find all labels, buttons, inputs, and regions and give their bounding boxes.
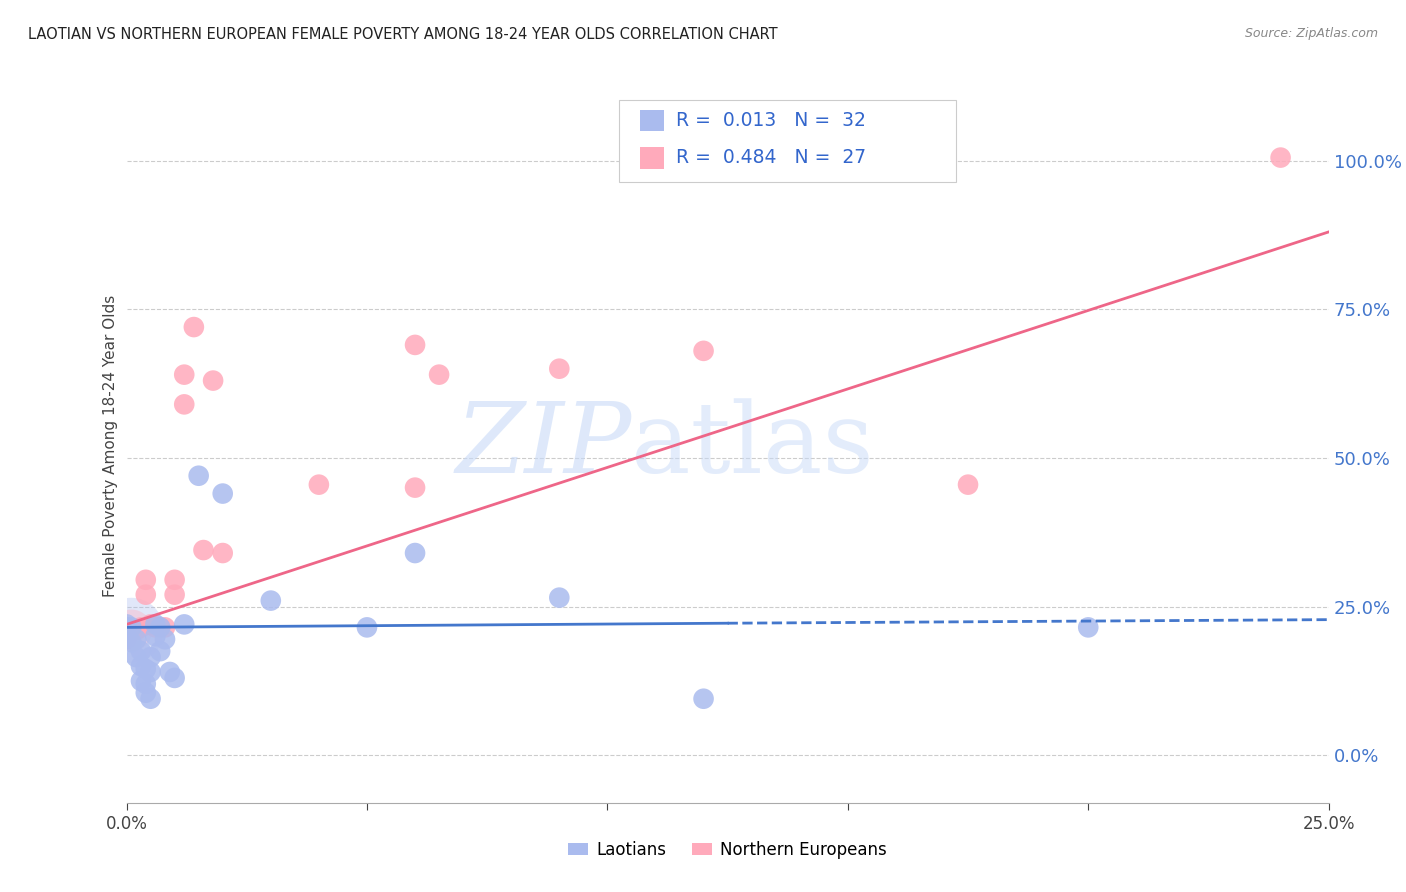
Point <box>548 591 571 605</box>
Point <box>115 632 138 647</box>
Point <box>120 624 142 638</box>
Point <box>129 620 152 634</box>
Point <box>139 650 162 665</box>
Point <box>115 620 138 634</box>
Bar <box>640 147 664 169</box>
Text: R =  0.013   N =  32: R = 0.013 N = 32 <box>676 111 866 130</box>
Point <box>356 620 378 634</box>
Point <box>260 593 283 607</box>
Point <box>149 620 172 634</box>
Point <box>149 620 172 634</box>
Point <box>115 620 138 634</box>
Point <box>173 368 195 382</box>
Point <box>193 543 215 558</box>
Point <box>139 665 162 679</box>
Point <box>159 665 181 679</box>
Point <box>125 632 148 647</box>
Point <box>153 620 176 634</box>
Point <box>427 368 450 382</box>
Point <box>173 617 195 632</box>
Text: Source: ZipAtlas.com: Source: ZipAtlas.com <box>1244 27 1378 40</box>
Point <box>125 624 148 638</box>
FancyBboxPatch shape <box>620 100 956 182</box>
Point <box>145 620 167 634</box>
Point <box>404 546 426 560</box>
Point <box>139 617 162 632</box>
Point <box>1270 151 1292 165</box>
Point <box>163 671 186 685</box>
Point <box>129 644 152 658</box>
Point <box>135 573 157 587</box>
Point <box>135 686 157 700</box>
Point <box>125 650 148 665</box>
Text: ZIP: ZIP <box>456 399 631 493</box>
Text: R =  0.484   N =  27: R = 0.484 N = 27 <box>676 148 866 168</box>
Point <box>956 477 979 491</box>
Point <box>120 624 142 638</box>
Point <box>149 644 172 658</box>
Y-axis label: Female Poverty Among 18-24 Year Olds: Female Poverty Among 18-24 Year Olds <box>103 295 118 597</box>
Point <box>135 677 157 691</box>
Point <box>548 361 571 376</box>
Point <box>308 477 330 491</box>
Point <box>145 617 167 632</box>
Text: LAOTIAN VS NORTHERN EUROPEAN FEMALE POVERTY AMONG 18-24 YEAR OLDS CORRELATION CH: LAOTIAN VS NORTHERN EUROPEAN FEMALE POVE… <box>28 27 778 42</box>
Point <box>211 486 233 500</box>
Point <box>145 629 167 643</box>
Point <box>139 691 162 706</box>
Point <box>163 573 186 587</box>
Point <box>129 673 152 688</box>
Bar <box>640 110 664 131</box>
Point <box>115 632 138 647</box>
Text: atlas: atlas <box>631 398 875 494</box>
Point <box>183 320 205 334</box>
Point <box>1077 620 1099 634</box>
Point <box>404 481 426 495</box>
Point <box>135 662 157 676</box>
Legend: Laotians, Northern Europeans: Laotians, Northern Europeans <box>562 835 893 866</box>
Point <box>173 397 195 411</box>
Point <box>120 624 142 638</box>
Point <box>153 632 176 647</box>
Point <box>135 588 157 602</box>
Point <box>163 588 186 602</box>
Point <box>120 620 142 634</box>
Point <box>115 617 138 632</box>
Point <box>211 546 233 560</box>
Point <box>202 374 225 388</box>
Point <box>692 343 714 358</box>
Point <box>404 338 426 352</box>
Point <box>120 635 142 649</box>
Point <box>692 691 714 706</box>
Point <box>187 468 209 483</box>
Point <box>129 659 152 673</box>
